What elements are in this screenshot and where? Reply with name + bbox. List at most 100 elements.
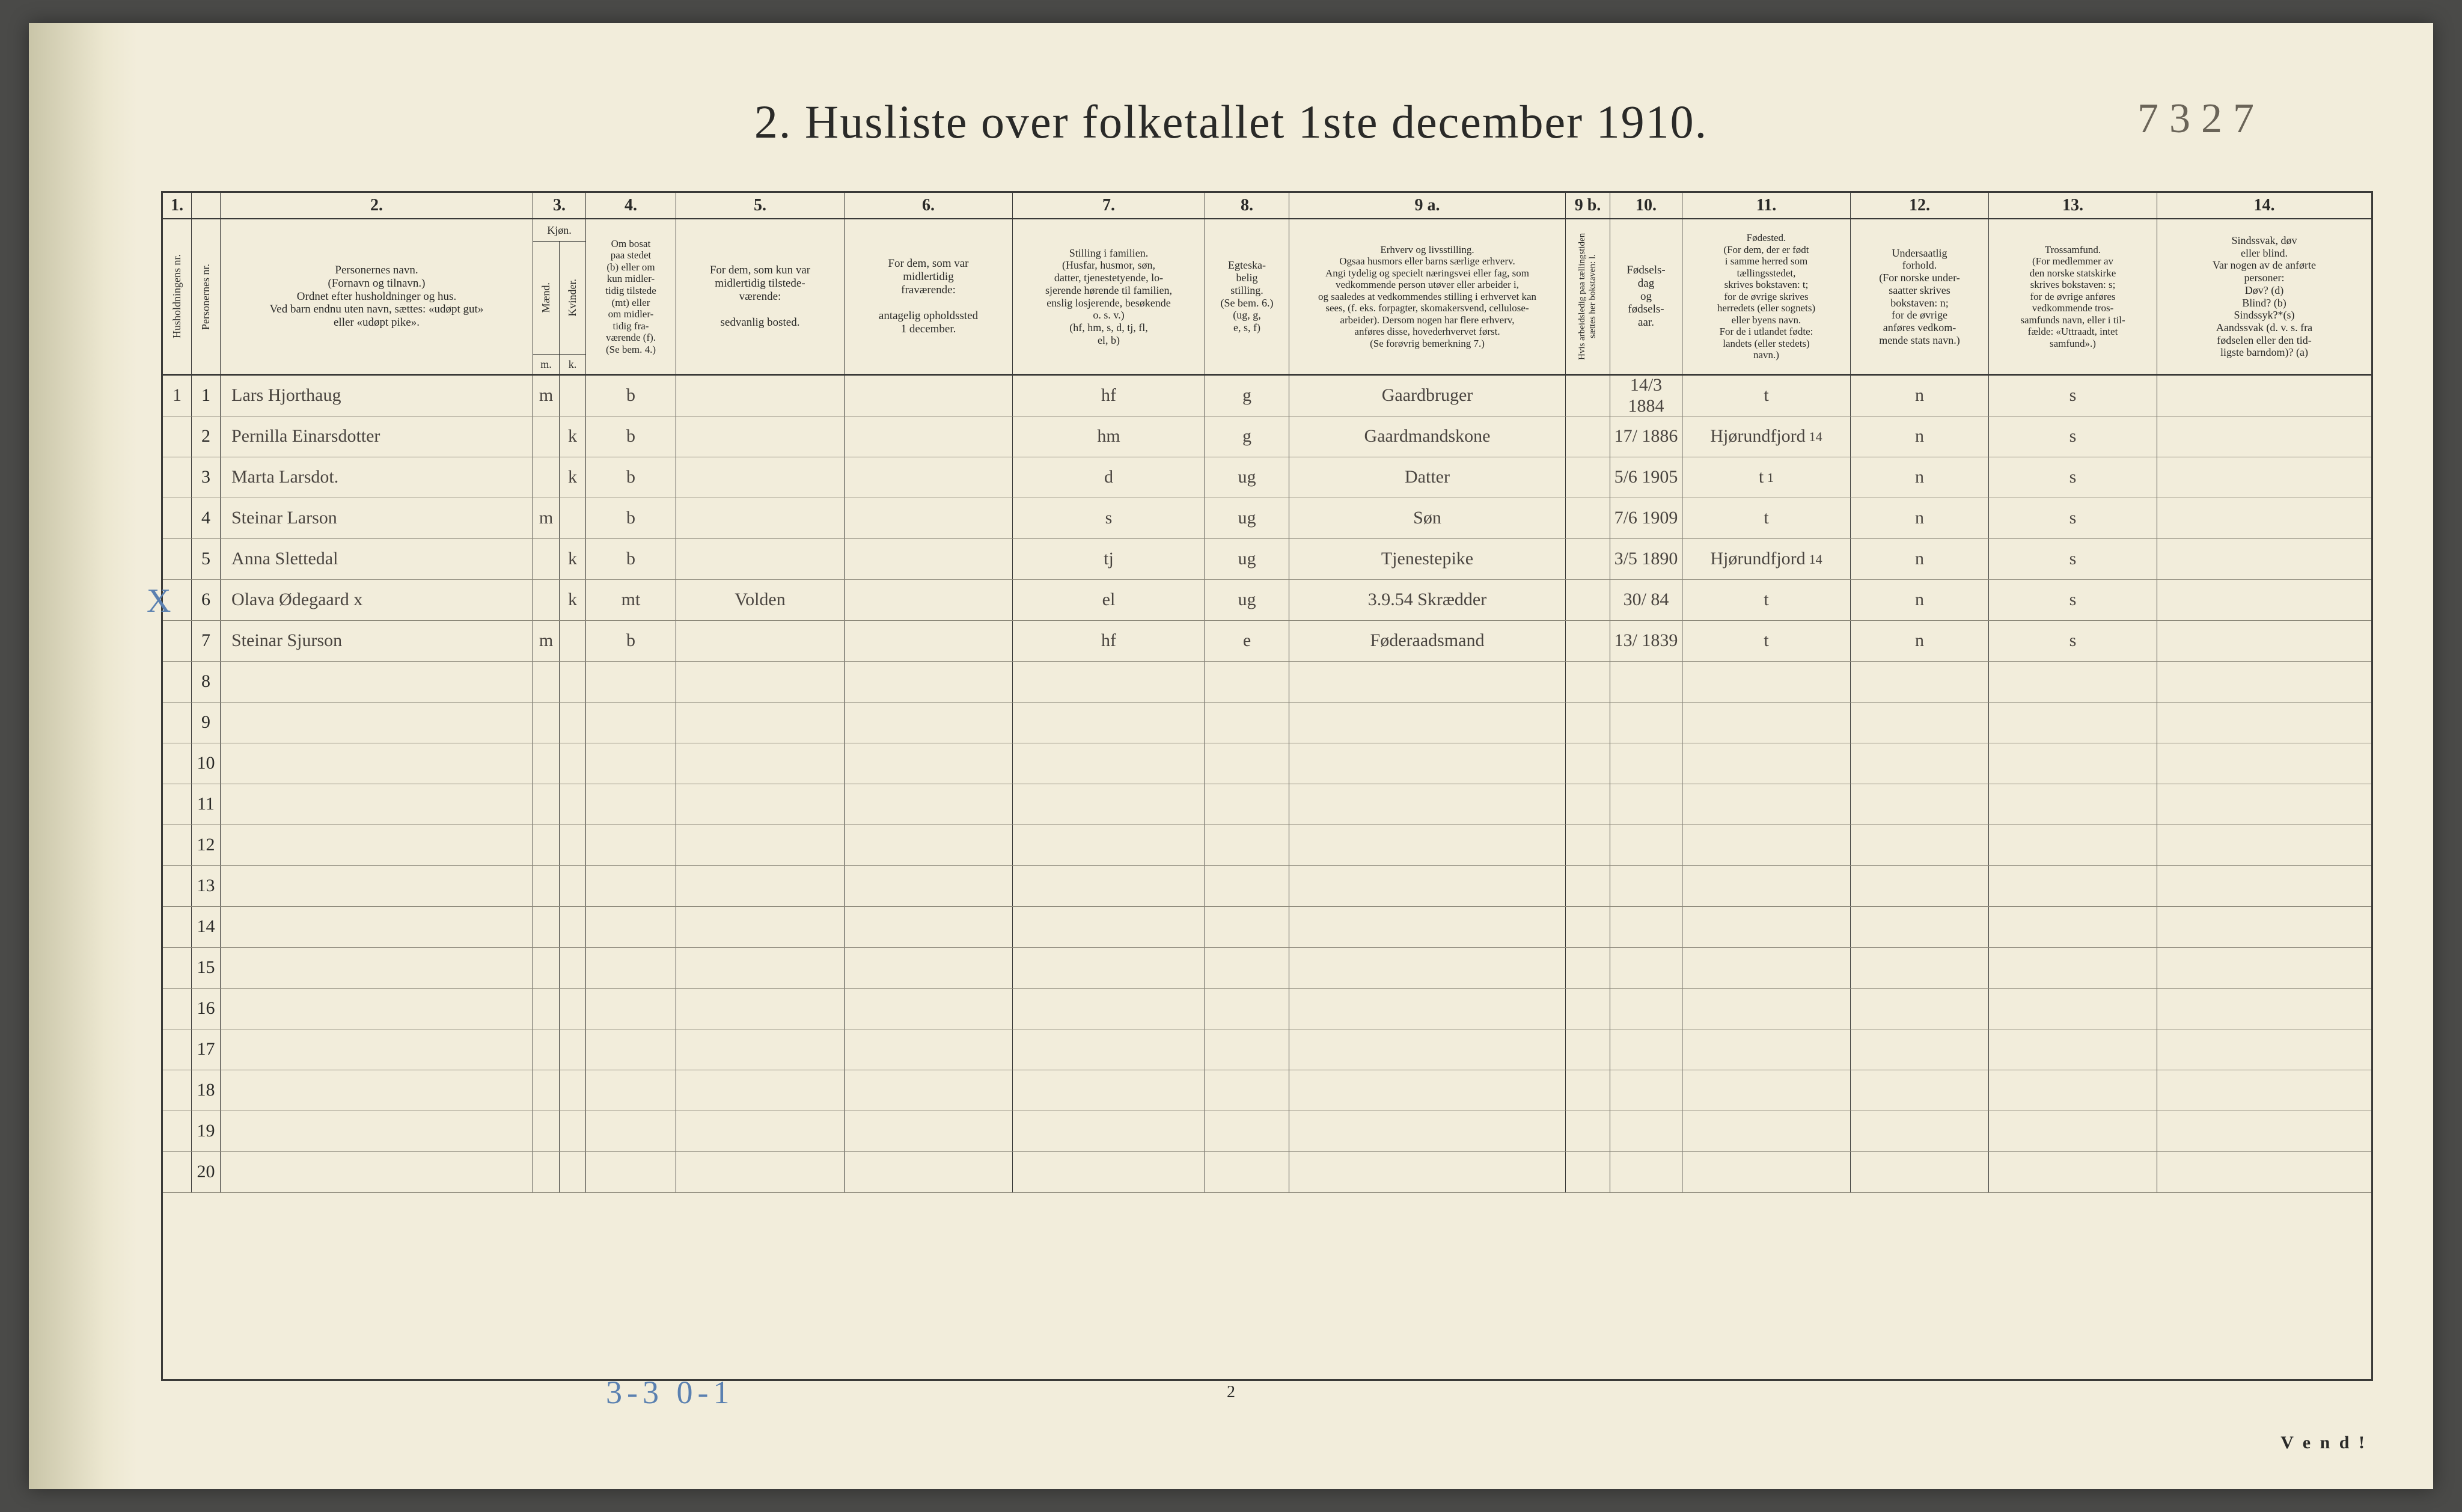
cell — [163, 539, 192, 579]
cell — [1989, 1070, 2157, 1111]
cell — [1566, 743, 1610, 784]
table-row: 3Marta Larsdot.kbdugDatter5/6 1905t1ns — [163, 457, 2371, 498]
cell — [1289, 784, 1566, 825]
cell — [2157, 907, 2371, 947]
cell: Steinar Sjurson — [221, 621, 533, 661]
cell — [586, 1152, 676, 1192]
cell — [1682, 989, 1851, 1029]
cell — [845, 907, 1013, 947]
cell — [560, 989, 586, 1029]
cell: t — [1682, 580, 1851, 620]
cell — [560, 743, 586, 784]
cell — [1989, 866, 2157, 906]
cell: 7 — [192, 621, 221, 661]
cell: n — [1851, 621, 1989, 661]
cell: n — [1851, 376, 1989, 416]
cell — [676, 1029, 845, 1070]
colnum: 5. — [676, 193, 845, 218]
cell — [1289, 1070, 1566, 1111]
cell — [533, 866, 560, 906]
cell — [845, 989, 1013, 1029]
cell — [586, 784, 676, 825]
cell — [1989, 825, 2157, 865]
cell — [1989, 784, 2157, 825]
cell — [533, 907, 560, 947]
cell — [560, 703, 586, 743]
cell — [1610, 907, 1682, 947]
cell: Datter — [1289, 457, 1566, 498]
colnum: 14. — [2157, 193, 2371, 218]
cell — [676, 539, 845, 579]
cell: s — [1989, 457, 2157, 498]
cell: s — [1989, 539, 2157, 579]
cell — [1205, 866, 1289, 906]
cell: 17/ 1886 — [1610, 416, 1682, 457]
cell — [2157, 1152, 2371, 1192]
cell — [586, 907, 676, 947]
colnum: 11. — [1682, 193, 1851, 218]
cell — [1610, 1111, 1682, 1151]
cell — [533, 416, 560, 457]
cell: b — [586, 376, 676, 416]
cell — [163, 457, 192, 498]
cell — [845, 948, 1013, 988]
cell — [1851, 866, 1989, 906]
cell — [586, 989, 676, 1029]
cell — [1013, 743, 1205, 784]
table-row: 2Pernilla EinarsdotterkbhmgGaardmandskon… — [163, 416, 2371, 457]
header-unemployed: Hvis arbeidsledig paa tællingstiden sætt… — [1566, 219, 1610, 374]
cell — [163, 784, 192, 825]
cell — [676, 457, 845, 498]
cell — [221, 1111, 533, 1151]
cell — [560, 376, 586, 416]
cell — [1566, 662, 1610, 702]
cell — [676, 1111, 845, 1151]
cell — [221, 784, 533, 825]
cell: 2 — [192, 416, 221, 457]
cell — [1682, 662, 1851, 702]
cell — [1566, 621, 1610, 661]
header-temp-absent: For dem, som var midlertidig fraværende:… — [845, 219, 1013, 374]
cell: m — [533, 621, 560, 661]
cell: 14/3 1884 — [1610, 376, 1682, 416]
cell — [533, 457, 560, 498]
cell — [1989, 1029, 2157, 1070]
cell — [845, 621, 1013, 661]
header-person-nr: Personernes nr. — [192, 219, 221, 374]
cell — [1205, 825, 1289, 865]
table-row: 17 — [163, 1029, 2371, 1070]
cell — [533, 743, 560, 784]
colnum: 13. — [1989, 193, 2157, 218]
cell — [845, 866, 1013, 906]
cell: s — [1989, 580, 2157, 620]
cell — [586, 866, 676, 906]
cell — [1205, 948, 1289, 988]
cell: k — [560, 416, 586, 457]
cell: tj — [1013, 539, 1205, 579]
table-row: 4Steinar LarsonmbsugSøn7/6 1909tns — [163, 498, 2371, 539]
cell — [1205, 703, 1289, 743]
cell — [1610, 866, 1682, 906]
column-number-row: 1. 2. 3. 4. 5. 6. 7. 8. 9 a. 9 b. 10. 11… — [163, 193, 2371, 219]
cell — [560, 784, 586, 825]
cell — [676, 621, 845, 661]
cell — [533, 580, 560, 620]
cell — [2157, 825, 2371, 865]
cell: Lars Hjorthaug — [221, 376, 533, 416]
table-row: 18 — [163, 1070, 2371, 1111]
cell: 18 — [192, 1070, 221, 1111]
cell — [586, 948, 676, 988]
cell — [2157, 989, 2371, 1029]
cell — [1851, 1152, 1989, 1192]
colnum — [192, 193, 221, 218]
column-header-row: Husholdningens nr. Personernes nr. Perso… — [163, 219, 2371, 376]
cell — [163, 1029, 192, 1070]
cell — [533, 989, 560, 1029]
cell — [1013, 1111, 1205, 1151]
cell — [845, 784, 1013, 825]
cell — [2157, 784, 2371, 825]
cell — [1682, 784, 1851, 825]
cell — [1013, 825, 1205, 865]
cell: k — [560, 580, 586, 620]
cell — [1566, 703, 1610, 743]
